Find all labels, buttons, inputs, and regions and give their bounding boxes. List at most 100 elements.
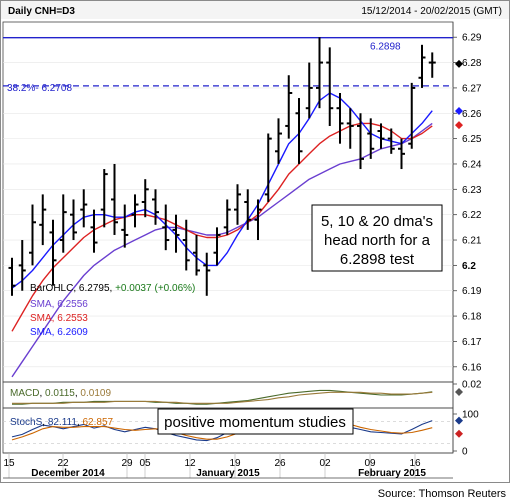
macd-legend-sep: , (39, 388, 45, 399)
stoch-legend-sep: , (42, 417, 48, 428)
macd-signal-line (12, 391, 433, 404)
stoch-tick-label-100: 100 (462, 410, 479, 421)
legend: BarOHLC, 6.2795, +0.0037 (+0.06%) SMA, 6.… (30, 283, 195, 338)
source-credit: Source: Thomson Reuters (378, 488, 507, 500)
y-tick-label-6.19: 6.19 (462, 286, 482, 297)
ohlc-bar (254, 199, 262, 241)
y-tick-label-6.2: 6.2 (462, 261, 476, 272)
x-tick-label-05: 05 (139, 458, 151, 469)
ohlc-bar (111, 163, 118, 235)
ohlc-bar (398, 138, 405, 170)
ohlc-bar (121, 204, 129, 248)
ohlc-bar (346, 108, 354, 149)
price-axis: 6.29 6.28 6.27 6.26 6.25 6.24 6.23 6.22 6.21 6.2 6… (453, 33, 482, 373)
stoch-legend-d: 62.857 (82, 417, 113, 428)
ohlc-bar (336, 92, 344, 144)
sma-mid-marker (455, 121, 463, 130)
y-tick-label-6.23: 6.23 (462, 185, 482, 196)
ohlc-bar (131, 194, 139, 228)
ohlc-bar (244, 189, 252, 230)
ohlc-bar (408, 82, 416, 149)
x-tick-label-19: 19 (229, 458, 241, 469)
header: Daily CNH=D3 15/12/2014 - 20/02/2015 (GM… (1, 1, 509, 19)
sma-fast-marker (455, 106, 463, 115)
ohlc-bar (428, 52, 436, 78)
legend-bars-value: 6.2795 (79, 283, 110, 294)
stoch-panel: 100 0 (3, 410, 479, 458)
legend-bars-sep: , (73, 283, 79, 294)
legend-bars-pct: (+0.06%) (155, 283, 196, 294)
ohlc-bar (193, 234, 200, 276)
annotation-line-3: 6.2898 test (340, 251, 415, 268)
y-tick-label-6.29: 6.29 (462, 33, 482, 44)
macd-tick-label: 0.02 (462, 380, 482, 391)
ohlc-bar (234, 184, 241, 225)
ohlc-bar (357, 113, 364, 170)
y-tick-label-6.28: 6.28 (462, 58, 482, 69)
legend-sma-b-value: 6.2553 (57, 313, 88, 324)
legend-sma-c: SMA, 6.2609 (30, 327, 88, 338)
ohlc-bar (90, 209, 98, 253)
y-tick-label-6.18: 6.18 (462, 312, 482, 323)
legend-sma-b-sep: , (52, 313, 58, 324)
ohlc-bar (70, 199, 77, 241)
ohlc-bar (80, 189, 88, 228)
ohlc-bar (39, 194, 47, 246)
momentum-box (157, 408, 354, 435)
macd-legend-name: MACD (10, 388, 39, 399)
macd-legend-signal: 0.0109 (80, 388, 111, 399)
stoch-d-line (11, 418, 433, 441)
y-tick-label-6.21: 6.21 (462, 236, 482, 247)
y-tick-label-6.22: 6.22 (462, 210, 482, 221)
ohlc-bar (367, 118, 375, 159)
legend-bars-sep2: , (110, 283, 116, 294)
legend-sma-a-name: SMA (30, 299, 52, 310)
ohlc-bar (100, 169, 108, 228)
ohlc-bar (275, 118, 282, 164)
ohlc-bar (59, 194, 67, 253)
x-month-label: January 2015 (196, 468, 260, 479)
momentum-text: positive momentum studies (164, 414, 346, 431)
ohlc-bar (18, 240, 26, 291)
ohlc-bar (285, 75, 293, 139)
legend-sma-c-sep: , (52, 327, 58, 338)
legend-sma-a: SMA, 6.2556 (30, 299, 88, 310)
time-axis: 15 22 29 05 12 19 26 02 09 16 December 2014 January… (3, 452, 453, 479)
ohlc-bar (141, 179, 149, 218)
annotation-line-2: head north for a (324, 232, 431, 249)
legend-sma-a-sep: , (52, 299, 58, 310)
ohlc-bar (377, 123, 385, 149)
axis-markers (455, 59, 463, 130)
ohlc-bar (182, 219, 190, 271)
sma-line-fast (11, 92, 433, 289)
macd-legend-value: 0.0115 (45, 388, 75, 399)
ohlc-bar (152, 189, 159, 225)
annotation-callout: 5, 10 & 20 dma's head north for a 6.2898… (311, 204, 443, 272)
legend-bars-change: +0.0037 (115, 283, 152, 294)
x-tick-label-15: 15 (3, 458, 15, 469)
macd-legend: MACD, 0.0115, 0.0109 (10, 388, 111, 399)
ohlc-bar (316, 37, 323, 109)
legend-sma-b-name: SMA (30, 313, 52, 324)
ohlc-bar (264, 133, 272, 202)
y-tick-label-6.24: 6.24 (462, 159, 482, 170)
ohlc-bar (172, 214, 180, 253)
stoch-legend-name: StochS (10, 417, 43, 428)
ohlc-bar (223, 199, 231, 235)
stoch-tick-label-0: 0 (462, 447, 468, 458)
ohlc-bar (29, 204, 36, 266)
ohlc-bars (8, 37, 436, 296)
legend-sma-c-value: 6.2609 (57, 327, 88, 338)
stoch-k-line (11, 417, 433, 442)
macd-legend-sep2: , (75, 388, 81, 399)
ohlc-bar (213, 227, 221, 266)
x-tick-label-22: 22 (57, 458, 69, 469)
x-tick-label-12: 12 (184, 458, 196, 469)
macd-marker (455, 388, 463, 396)
momentum-callout: positive momentum studies (157, 408, 354, 435)
x-tick-label-09: 09 (364, 458, 376, 469)
stoch-d-marker (455, 429, 463, 438)
ohlc-bar (418, 44, 426, 88)
high-line-label: 6.2898 (370, 42, 401, 53)
